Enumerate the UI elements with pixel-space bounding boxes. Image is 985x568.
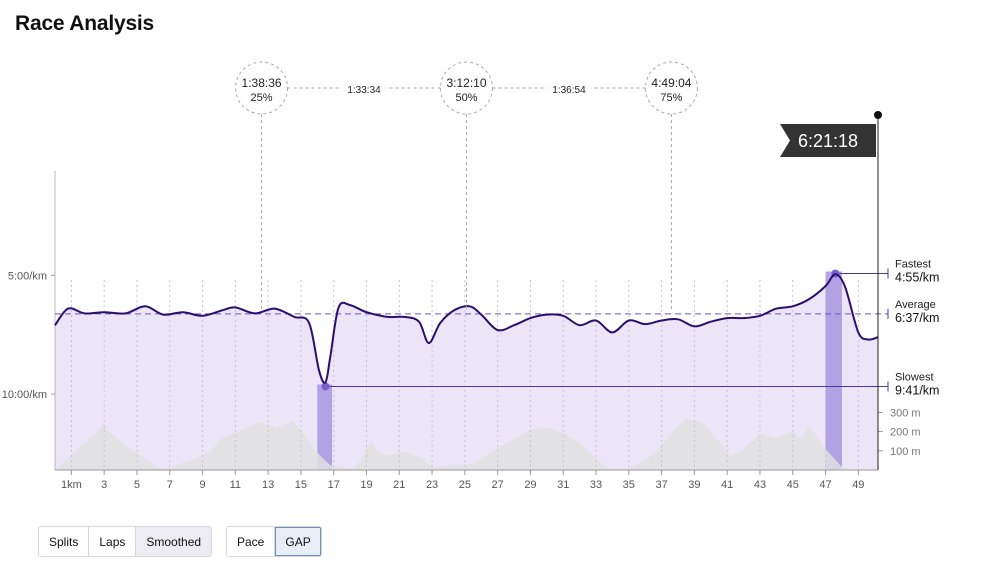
x-tick-label: 49 bbox=[852, 479, 864, 491]
split-interval: 1:33:34 bbox=[347, 85, 381, 96]
x-tick-label: 9 bbox=[199, 479, 205, 491]
fastest-value: 4:55/km bbox=[895, 271, 939, 285]
split-interval: 1:36:54 bbox=[552, 85, 586, 96]
x-tick-label: 29 bbox=[524, 479, 536, 491]
x-tick-label: 35 bbox=[623, 479, 635, 491]
elevation-tick-label: 100 m bbox=[890, 446, 921, 458]
x-tick-label: 3 bbox=[101, 479, 107, 491]
split-marker bbox=[644, 61, 698, 115]
split-interval-bg bbox=[342, 82, 387, 94]
split-percent: 75% bbox=[660, 92, 682, 104]
slowest-value: 9:41/km bbox=[895, 383, 939, 397]
highlight-band bbox=[317, 384, 333, 470]
page-title: Race Analysis bbox=[15, 12, 155, 35]
x-tick-label: 31 bbox=[557, 479, 569, 491]
view-toggle-group: Splits Laps Smoothed bbox=[38, 526, 213, 557]
x-tick-label: 39 bbox=[688, 479, 700, 491]
y-tick-label: 10:00/km bbox=[2, 389, 47, 401]
x-tick-label: 7 bbox=[167, 479, 173, 491]
smoothed-button[interactable]: Smoothed bbox=[136, 527, 212, 556]
split-percent: 50% bbox=[455, 92, 477, 104]
elevation-tick-label: 300 m bbox=[890, 407, 921, 419]
average-label: Average bbox=[895, 299, 936, 311]
finish-flag bbox=[780, 124, 876, 157]
metric-toggle-group: Pace GAP bbox=[226, 526, 322, 557]
x-tick-label: 17 bbox=[328, 479, 340, 491]
x-tick-label: 45 bbox=[787, 479, 799, 491]
x-tick-label: 15 bbox=[295, 479, 307, 491]
splits-button[interactable]: Splits bbox=[39, 527, 90, 556]
fastest-label: Fastest bbox=[895, 259, 931, 271]
x-tick-label: 33 bbox=[590, 479, 602, 491]
elevation-profile bbox=[55, 418, 878, 470]
gap-button[interactable]: GAP bbox=[275, 527, 321, 556]
x-tick-label: 5 bbox=[134, 479, 140, 491]
x-tick-label: 27 bbox=[492, 479, 504, 491]
x-tick-label: 41 bbox=[721, 479, 733, 491]
x-tick-label: 23 bbox=[426, 479, 438, 491]
elevation-tick-label: 200 m bbox=[890, 427, 921, 439]
x-tick-label: 1km bbox=[61, 479, 82, 491]
x-tick-label: 25 bbox=[459, 479, 471, 491]
split-percent: 25% bbox=[251, 92, 273, 104]
average-value: 6:37/km bbox=[895, 311, 939, 325]
x-tick-label: 47 bbox=[819, 479, 831, 491]
split-interval-bg bbox=[546, 82, 591, 94]
x-tick-label: 13 bbox=[262, 479, 274, 491]
x-tick-label: 37 bbox=[655, 479, 667, 491]
laps-button[interactable]: Laps bbox=[89, 527, 137, 556]
x-tick-label: 21 bbox=[393, 479, 405, 491]
split-time: 1:38:36 bbox=[242, 76, 282, 90]
finish-dot bbox=[874, 111, 882, 119]
x-tick-label: 19 bbox=[360, 479, 372, 491]
x-tick-label: 43 bbox=[754, 479, 766, 491]
split-time: 3:12:10 bbox=[446, 76, 486, 90]
pace-button[interactable]: Pace bbox=[227, 527, 276, 556]
pace-area-fill bbox=[55, 274, 878, 470]
slowest-point bbox=[321, 382, 330, 391]
slowest-label: Slowest bbox=[895, 371, 934, 383]
y-tick-label: 5:00/km bbox=[8, 270, 47, 282]
x-tick-label: 11 bbox=[230, 479, 241, 491]
highlight-band bbox=[825, 271, 842, 470]
finish-time: 6:21:18 bbox=[798, 131, 858, 151]
pace-line bbox=[54, 273, 879, 384]
split-time: 4:49:04 bbox=[651, 76, 691, 90]
